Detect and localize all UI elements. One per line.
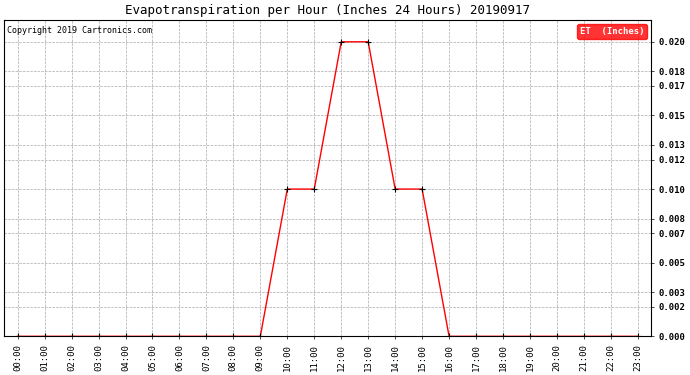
Text: Copyright 2019 Cartronics.com: Copyright 2019 Cartronics.com xyxy=(8,26,152,35)
Title: Evapotranspiration per Hour (Inches 24 Hours) 20190917: Evapotranspiration per Hour (Inches 24 H… xyxy=(126,4,530,17)
Legend: ET  (Inches): ET (Inches) xyxy=(577,24,647,39)
